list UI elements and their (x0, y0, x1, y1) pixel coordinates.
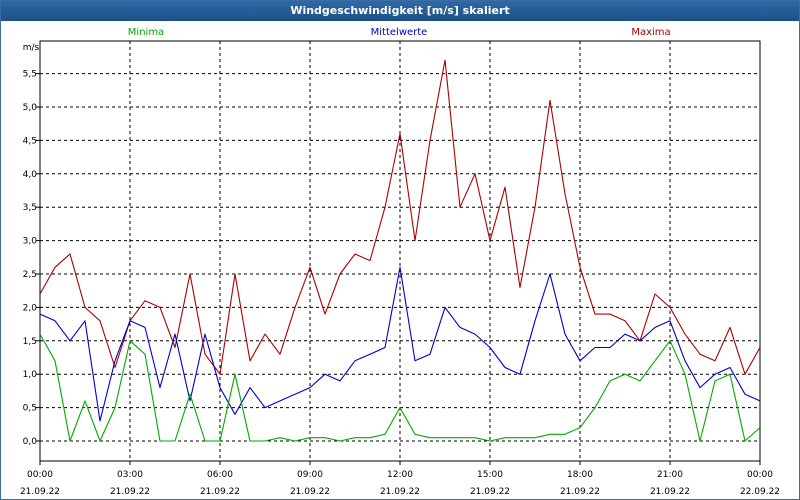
y-tick-label: 1,0 (23, 370, 38, 380)
series-line-mittelwerte (39, 266, 761, 422)
y-tick-label: 4,0 (23, 170, 38, 180)
window-title: Windgeschwindigkeit [m/s] skaliert (1, 1, 799, 21)
y-tick-label: 2,0 (23, 303, 38, 313)
x-tick-date: 21.09.22 (200, 487, 240, 497)
y-tick-label: 3,0 (23, 237, 38, 247)
y-tick-label: 5,0 (23, 103, 38, 113)
x-tick-date: 21.09.22 (20, 487, 60, 497)
x-tick-time: 21:00 (657, 470, 683, 480)
x-tick-date: 21.09.22 (380, 487, 420, 497)
x-tick-time: 00:00 (27, 470, 53, 480)
x-tick-date: 21.09.22 (470, 487, 510, 497)
x-tick-date: 21.09.22 (110, 487, 150, 497)
y-tick-label: 0,0 (23, 437, 38, 447)
y-tick-label: 2,5 (23, 270, 37, 280)
legend-entry-minima: Minima (128, 27, 164, 38)
series-line-minima (39, 333, 761, 442)
y-tick-label: 3,5 (23, 203, 37, 213)
y-tick-label: 5,5 (23, 70, 37, 80)
legend-entry-maxima: Maxima (631, 27, 670, 38)
y-tick-label: 0,5 (23, 404, 37, 414)
x-tick-date: 22.09.22 (740, 487, 780, 497)
y-tick-label: 4,5 (23, 136, 37, 146)
y-tick-label: 1,5 (23, 337, 37, 347)
x-tick-time: 18:00 (567, 470, 593, 480)
legend-entry-mittelwerte: Mittelwerte (371, 27, 428, 38)
x-tick-date: 21.09.22 (560, 487, 600, 497)
x-tick-time: 15:00 (477, 470, 503, 480)
y-axis-label: m/s (23, 43, 40, 53)
x-tick-time: 03:00 (117, 470, 143, 480)
x-tick-date: 21.09.22 (650, 487, 690, 497)
x-tick-time: 00:00 (747, 470, 773, 480)
x-tick-time: 12:00 (387, 470, 413, 480)
x-tick-time: 06:00 (207, 470, 233, 480)
x-tick-date: 21.09.22 (290, 487, 330, 497)
x-tick-time: 09:00 (297, 470, 323, 480)
